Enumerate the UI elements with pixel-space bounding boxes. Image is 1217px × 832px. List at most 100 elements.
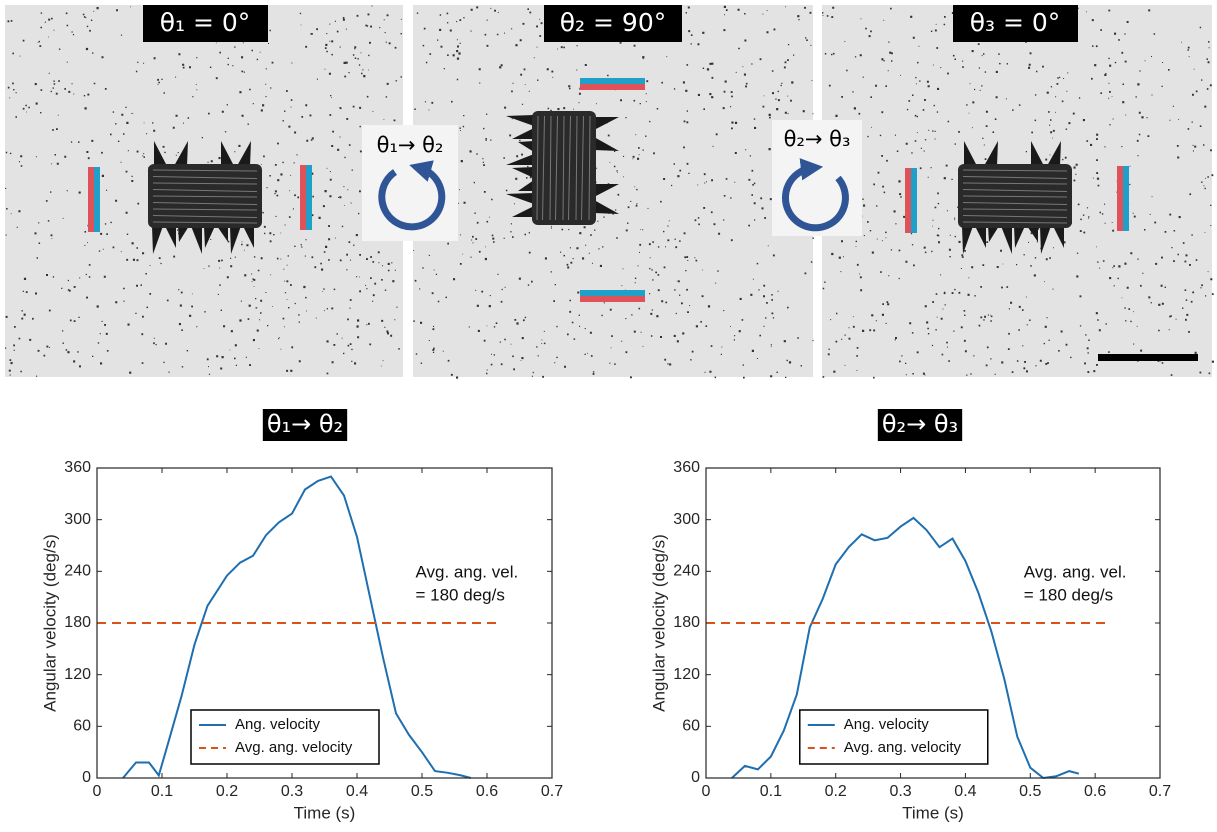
panel-label: θ₂ = 90° <box>560 8 666 37</box>
legend-label: Ang. velocity <box>235 716 321 733</box>
robot-texture <box>536 115 539 221</box>
x-tick-label: 0.4 <box>954 783 976 800</box>
robot-texture <box>588 115 591 221</box>
legend-label: Ang. velocity <box>844 716 930 733</box>
robot <box>506 111 619 225</box>
annotation: = 180 deg/s <box>1024 586 1113 605</box>
y-tick-label: 300 <box>673 511 700 528</box>
x-tick-label: 0.5 <box>411 783 433 800</box>
y-tick-label: 360 <box>673 459 700 476</box>
robot-texture <box>962 202 1068 205</box>
robot-texture <box>562 115 565 221</box>
robot-texture <box>962 169 1068 172</box>
panel-label: θ₁ = 0° <box>160 8 251 37</box>
x-tick-label: 0.6 <box>1084 783 1106 800</box>
x-tick-label: 0.4 <box>346 783 368 800</box>
rotation-arrow <box>378 160 446 231</box>
robot-texture <box>152 215 258 218</box>
robot-texture <box>962 208 1068 211</box>
robot-texture <box>152 195 258 198</box>
series-line <box>122 475 472 779</box>
annotation: = 180 deg/s <box>416 586 505 605</box>
annotation: Avg. ang. vel. <box>1024 563 1127 582</box>
robot <box>148 141 262 254</box>
robot-texture <box>542 115 545 221</box>
robot-texture <box>962 176 1068 179</box>
electrode <box>1117 166 1123 231</box>
label-box <box>953 5 1078 42</box>
robot-texture <box>152 208 258 211</box>
legend-box <box>190 709 380 765</box>
panel-label: θ₃ = 0° <box>970 8 1061 37</box>
rotation-arrow <box>782 158 849 232</box>
title-box <box>877 409 963 441</box>
electrode <box>580 296 645 302</box>
y-tick-label: 120 <box>673 666 700 683</box>
x-axis-label: Time (s) <box>902 803 964 822</box>
x-tick-label: 0.1 <box>151 783 173 800</box>
legend-box <box>799 709 989 765</box>
axes-frame <box>705 467 1161 779</box>
robot-texture <box>962 221 1068 224</box>
y-tick-label: 120 <box>64 666 91 683</box>
transition-label: θ₂→ θ₃ <box>784 127 851 151</box>
y-tick-label: 180 <box>673 614 700 631</box>
robot-texture <box>152 169 258 172</box>
label-box <box>544 5 682 42</box>
annotation: Avg. ang. vel. <box>416 563 519 582</box>
robot-texture <box>152 202 258 205</box>
chart: θ₂→ θ₃ 0 60 120 180 240 300 360 0 0.1 0.2 0.3 0.4 0.5… <box>649 409 1171 822</box>
robot-texture <box>581 115 584 221</box>
chart-title: θ₂→ θ₃ <box>882 410 958 438</box>
y-tick-label: 60 <box>73 718 91 735</box>
robot-texture <box>962 189 1068 192</box>
robot-texture <box>568 115 571 221</box>
robot-texture <box>152 182 258 185</box>
x-tick-label: 0.5 <box>1019 783 1041 800</box>
photo-strip <box>5 5 1214 379</box>
robot-texture <box>152 221 258 224</box>
robot-texture <box>555 115 558 221</box>
robot <box>958 141 1072 254</box>
title-box <box>262 409 348 441</box>
x-tick-label: 0 <box>702 783 711 800</box>
electrode <box>911 168 917 233</box>
label-box <box>143 5 268 42</box>
y-tick-label: 300 <box>64 511 91 528</box>
x-tick-label: 0 <box>93 783 102 800</box>
x-tick-label: 0.6 <box>476 783 498 800</box>
x-tick-label: 0.3 <box>281 783 303 800</box>
x-tick-label: 0.1 <box>760 783 782 800</box>
electrode <box>88 167 94 232</box>
y-tick-label: 240 <box>673 563 700 580</box>
electrode <box>580 78 645 84</box>
electrode <box>306 165 312 230</box>
scale-bar <box>1098 354 1198 361</box>
x-tick-label: 0.2 <box>825 783 847 800</box>
y-tick-label: 0 <box>82 769 91 786</box>
robot-texture <box>152 189 258 192</box>
electrode <box>1123 166 1129 231</box>
electrode <box>580 84 645 90</box>
robot-texture <box>152 176 258 179</box>
chart: θ₁→ θ₂ 0 60 120 180 240 300 360 0 0.1 0.2 0.3 0.4 0.5… <box>40 409 563 822</box>
series-line <box>731 516 1080 780</box>
y-tick-label: 180 <box>64 614 91 631</box>
x-axis-label: Time (s) <box>294 803 356 822</box>
electrode <box>94 167 100 232</box>
photo-panel <box>413 5 813 377</box>
transition-label: θ₁→ θ₂ <box>377 133 444 157</box>
electrodes <box>88 78 1198 361</box>
x-tick-label: 0.3 <box>889 783 911 800</box>
y-tick-label: 240 <box>64 563 91 580</box>
chart-title: θ₁→ θ₂ <box>267 410 343 438</box>
y-tick-label: 0 <box>691 769 700 786</box>
legend-label: Avg. ang. velocity <box>235 739 353 756</box>
x-tick-label: 0.2 <box>216 783 238 800</box>
y-axis-label: Angular velocity (deg/s) <box>649 534 668 712</box>
y-tick-label: 60 <box>682 718 700 735</box>
electrode <box>905 168 911 233</box>
electrode <box>580 290 645 296</box>
x-tick-label: 0.7 <box>1149 783 1171 800</box>
